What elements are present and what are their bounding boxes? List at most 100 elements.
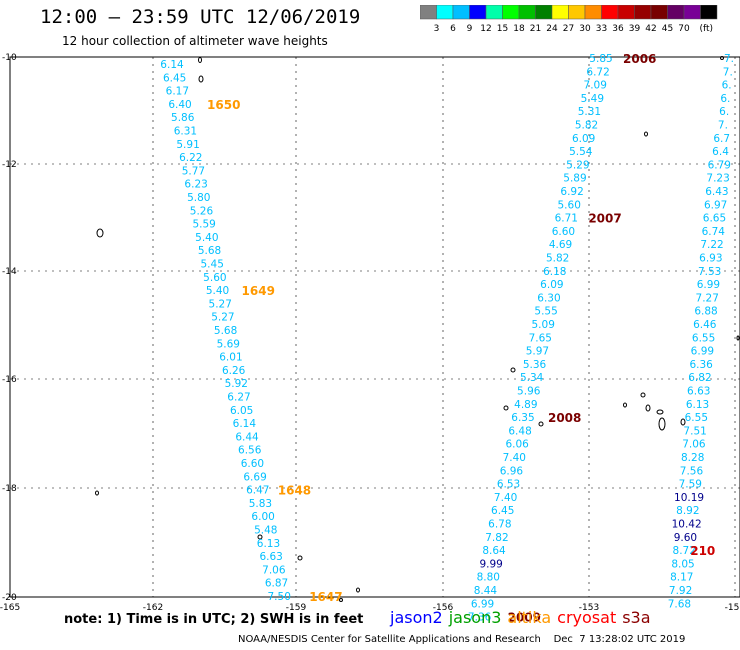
swh-value: 6.48 (508, 425, 531, 437)
legend-label: 27 (563, 24, 574, 34)
swh-value: 5.83 (249, 498, 272, 510)
swh-value: 8.05 (671, 558, 694, 570)
swh-value: 6.09 (572, 133, 595, 145)
swh-value: 5.36 (523, 359, 547, 371)
time-label: 1648 (278, 484, 311, 498)
legend-label: 33 (596, 24, 607, 34)
satellite-jason3: jason3 (448, 608, 502, 627)
swh-value: 5.96 (517, 386, 541, 398)
swh-value: 7.56 (680, 465, 704, 477)
swh-value: 6.69 (243, 471, 266, 483)
island-outline (339, 598, 343, 602)
track-2100: 7.7.6.6.6.7.6.76.46.797.236.436.976.656.… (668, 53, 734, 610)
swh-value: 6.88 (694, 306, 717, 318)
swh-value: 6.4 (712, 146, 729, 158)
swh-value: 6.14 (233, 418, 257, 430)
swh-value: 6.60 (552, 226, 575, 238)
swh-value: 6.56 (238, 445, 262, 457)
island-outline (640, 392, 646, 398)
swh-value: 6.60 (241, 458, 264, 470)
swh-value: 6.65 (703, 213, 726, 225)
swh-value: 5.85 (589, 53, 612, 65)
swh-value: 8.64 (482, 545, 506, 557)
y-tick-label: -12 (2, 160, 17, 170)
swh-value: 6.40 (168, 99, 191, 111)
island-outline (503, 405, 509, 411)
units-note: note: 1) Time is in UTC; 2) SWH is in fe… (64, 612, 364, 627)
swh-value: 8.92 (676, 505, 699, 517)
swh-value: 6.36 (689, 359, 713, 371)
swh-value: 5.27 (211, 312, 234, 324)
legend-unit: (ft) (699, 24, 713, 34)
swh-value: 5.92 (225, 378, 248, 390)
swh-value: 6.99 (691, 346, 714, 358)
swh-value: 9.60 (674, 532, 697, 544)
swh-value: 6.55 (685, 412, 708, 424)
swh-value: 7.65 (529, 332, 552, 344)
time-label: 2007 (588, 212, 621, 226)
swh-value: 4.69 (549, 239, 572, 251)
time-label: 2006 (623, 52, 656, 66)
swh-value: 8.44 (474, 585, 498, 597)
legend-swatch (700, 5, 718, 20)
legend-label: 30 (579, 24, 591, 34)
swh-value: 5.91 (176, 139, 199, 151)
y-tick-label: -14 (2, 267, 17, 277)
swh-value: 5.77 (182, 165, 205, 177)
swh-value: 10.19 (674, 492, 704, 504)
swh-value: 6.93 (699, 253, 722, 265)
swh-value: 5.68 (214, 325, 237, 337)
swh-value: 7. (718, 120, 728, 132)
time-label: 2008 (548, 411, 581, 425)
swh-value: 5.60 (558, 199, 581, 211)
swh-value: 6. (719, 106, 729, 118)
island-outline (510, 367, 516, 373)
time-label: 210 (690, 544, 715, 558)
track-2006-2009: 5.856.727.095.495.315.826.095.545.295.89… (468, 52, 656, 625)
swh-value: 5.86 (171, 112, 195, 124)
legend-label: 9 (467, 24, 473, 34)
swh-value: 7.92 (669, 585, 692, 597)
satellite-cryosat: cryosat (557, 608, 617, 627)
swh-value: 7. (723, 66, 733, 78)
map-frame (9, 56, 740, 598)
swh-value: 7.68 (668, 598, 691, 610)
swh-value: 6.35 (511, 412, 534, 424)
swh-value: 6.7 (713, 133, 730, 145)
legend-label: 70 (678, 24, 690, 34)
island-outline (720, 56, 724, 60)
island-outline (623, 402, 627, 408)
swh-value: 7.09 (584, 80, 607, 92)
swh-value: 6.23 (184, 179, 207, 191)
legend-label: 36 (612, 24, 624, 34)
island-outline (538, 421, 544, 427)
x-tick-label: -153 (579, 603, 599, 613)
swh-value: 6.74 (702, 226, 726, 238)
y-tick-label: -10 (2, 53, 17, 63)
swh-value: 5.31 (578, 106, 601, 118)
swh-value: 5.29 (566, 159, 589, 171)
swh-value: 5.97 (526, 346, 549, 358)
swh-value: 6.79 (708, 159, 731, 171)
legend-label: 15 (497, 24, 508, 34)
swh-value: 6.09 (540, 279, 563, 291)
swh-value: 7.36 (468, 612, 492, 624)
swh-value: 7.51 (683, 425, 706, 437)
swh-value: 6.97 (704, 199, 727, 211)
swh-value: 6.87 (265, 578, 288, 590)
swh-value: 6.00 (251, 511, 274, 523)
swh-value: 7.53 (698, 266, 721, 278)
swh-value: 6.46 (693, 319, 717, 331)
swh-value: 5.09 (532, 319, 555, 331)
swh-value: 5.89 (563, 173, 586, 185)
x-tick-label: -159 (286, 603, 307, 613)
swh-value: 7.22 (700, 239, 723, 251)
swh-value: 5.82 (575, 120, 598, 132)
satellite-legend: jason2 jason3 altika cryosat s3a (390, 608, 657, 627)
legend-label: 21 (530, 24, 541, 34)
swh-value: 6.43 (705, 186, 728, 198)
swh-value: 6.44 (235, 431, 259, 443)
time-label: 1649 (242, 284, 275, 298)
swh-value: 6. (720, 93, 730, 105)
